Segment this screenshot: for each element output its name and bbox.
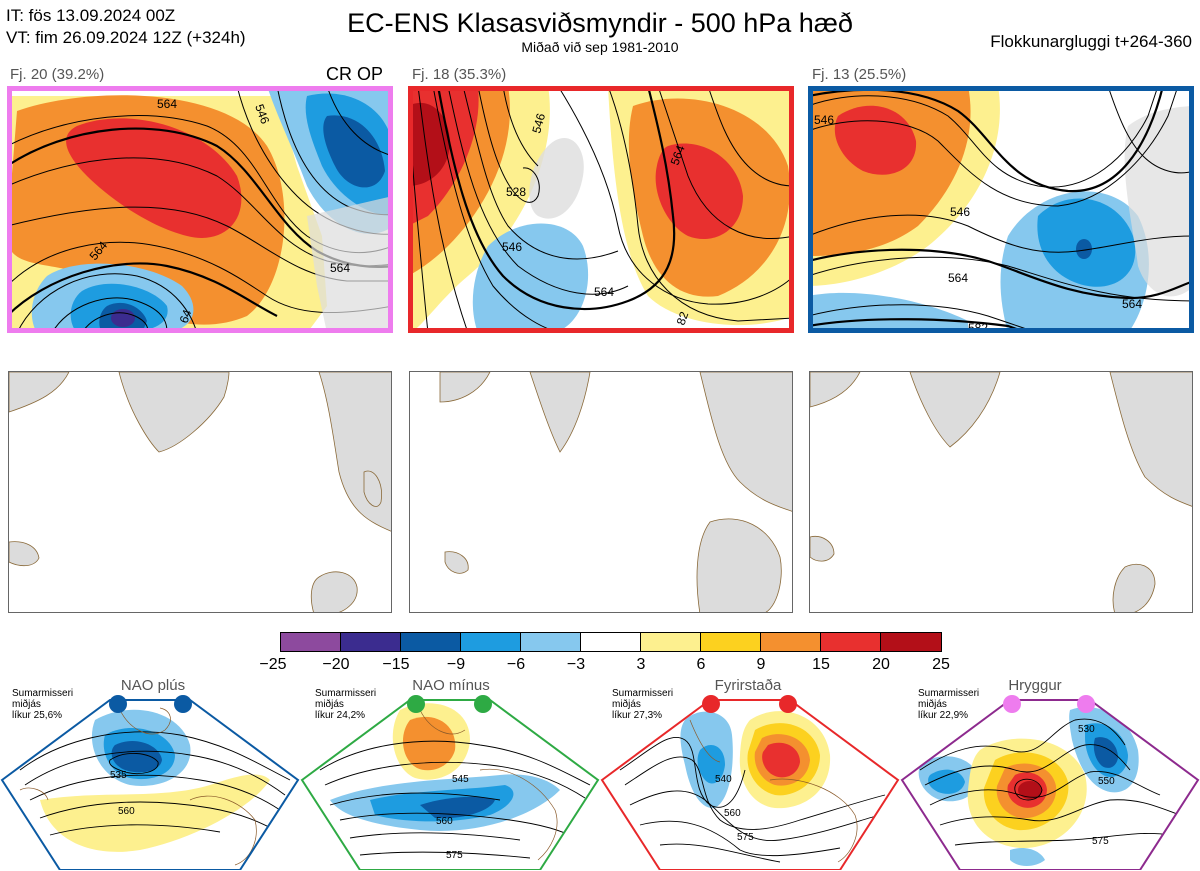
colorbar-tick: −6 <box>506 656 526 673</box>
cluster-1-map: 564 564 564 546 64 <box>7 86 393 333</box>
regime-1-map: 535 560 <box>0 695 300 870</box>
cluster-1-landmap <box>8 371 392 613</box>
cluster-3-contour-label: 564 <box>1122 297 1142 311</box>
regime-3-info: Sumarmisseri miðjás líkur 27,3% <box>612 688 674 721</box>
colorbar <box>280 632 942 652</box>
cluster-2-contour-label: 564 <box>668 143 688 167</box>
regime-4-contour-label: 575 <box>1092 836 1109 847</box>
regime-2-info: Sumarmisseri miðjás líkur 24,2% <box>315 688 377 721</box>
regime-3-contour-label: 540 <box>715 774 732 785</box>
cluster-3-contour-label: 546 <box>814 113 834 127</box>
colorbar-tick: 25 <box>932 656 950 673</box>
colorbar-swatch <box>580 632 641 652</box>
cluster-1-frame <box>7 86 393 333</box>
colorbar-tick: 3 <box>636 656 646 673</box>
regime-2-map: 545 560 575 <box>300 695 600 870</box>
regime-2-contour-label: 575 <box>446 850 463 861</box>
cluster-2-landmap <box>409 371 793 613</box>
initial-time: IT: fös 13.09.2024 00Z <box>6 6 176 25</box>
colorbar-swatch <box>460 632 521 652</box>
colorbar-tick: 9 <box>756 656 766 673</box>
cluster-3-map: 546 546 564 564 582 <box>808 86 1194 333</box>
cluster-2-label: Fj. 18 (35.3%) <box>412 66 507 83</box>
cluster-2-contour-label: 564 <box>594 285 614 299</box>
regime-1-contour-label: 560 <box>118 806 135 817</box>
colorbar-swatch <box>700 632 761 652</box>
regime-4-info: Sumarmisseri miðjás líkur 22,9% <box>918 688 980 721</box>
cluster-2-contour-label: 528 <box>506 185 526 199</box>
regime-4-contour-label: 550 <box>1098 776 1115 787</box>
colorbar-swatch <box>280 632 341 652</box>
colorbar-swatch <box>820 632 881 652</box>
colorbar-tick: −25 <box>259 656 287 673</box>
cluster-2-frame <box>408 86 794 333</box>
cluster-1-contour-label: 564 <box>157 97 177 111</box>
cluster-1-contour-label: 564 <box>330 261 350 275</box>
cluster-3-label: Fj. 13 (25.5%) <box>812 66 907 83</box>
cluster-2-contour-label: 546 <box>502 240 522 254</box>
regime-2-contour-label: 545 <box>452 774 469 785</box>
colorbar-swatch <box>400 632 461 652</box>
colorbar-tick: 20 <box>872 656 890 673</box>
valid-time: VT: fim 26.09.2024 12Z (+324h) <box>6 28 246 47</box>
colorbar-tick: 15 <box>812 656 830 673</box>
colorbar-swatch <box>640 632 701 652</box>
colorbar-swatch <box>880 632 942 652</box>
cluster-1-label: Fj. 20 (39.2%) <box>10 66 105 83</box>
colorbar-tick: −20 <box>322 656 350 673</box>
cluster-1-contour-label: 64 <box>177 307 195 325</box>
cluster-3-contour-label: 564 <box>948 271 968 285</box>
regime-4-contour-label: 530 <box>1078 724 1095 735</box>
regime-3-contour-label: 560 <box>724 808 741 819</box>
window-label: Flokkunargluggi t+264-360 <box>990 32 1192 51</box>
run-info: IT: fös 13.09.2024 00Z VT: fim 26.09.202… <box>6 5 246 49</box>
colorbar-tick: 6 <box>696 656 706 673</box>
regime-1-info: Sumarmisseri miðjás líkur 25,6% <box>12 688 74 721</box>
cluster-2-contour-label: 546 <box>529 111 548 134</box>
colorbar-tick: −3 <box>566 656 586 673</box>
colorbar-tick: −9 <box>446 656 466 673</box>
colorbar-tick: −15 <box>382 656 410 673</box>
regime-4-title: Hryggur <box>1008 677 1062 694</box>
regime-3-title: Fyrirstaða <box>714 677 782 694</box>
regime-1-title: NAO plús <box>120 677 186 694</box>
colorbar-swatch <box>760 632 821 652</box>
colorbar-swatch <box>340 632 401 652</box>
regime-3-map: 540 560 575 <box>600 695 900 870</box>
page-title: EC-ENS Klasasviðsmyndir - 500 hPa hæð <box>347 8 853 38</box>
regime-2-title: NAO mínus <box>412 677 490 694</box>
colorbar-swatch <box>520 632 581 652</box>
cluster-3-contour-label: 546 <box>950 205 970 219</box>
cluster-3-frame <box>808 86 1194 333</box>
cluster-2-contour-label: 82 <box>674 309 692 327</box>
regime-1-contour-label: 535 <box>110 770 127 781</box>
cluster-1-contour-label: 546 <box>252 102 272 126</box>
cluster-1-tag: CR OP <box>326 64 384 84</box>
page-subtitle: Miðað við sep 1981-2010 <box>521 39 679 55</box>
regime-2-contour-label: 560 <box>436 816 453 827</box>
cluster-2-map: 528 546 564 546 564 82 <box>408 86 794 333</box>
cluster-3-landmap <box>809 371 1193 613</box>
regime-4-map: 530 550 575 <box>900 695 1200 870</box>
regime-3-contour-label: 575 <box>737 832 754 843</box>
